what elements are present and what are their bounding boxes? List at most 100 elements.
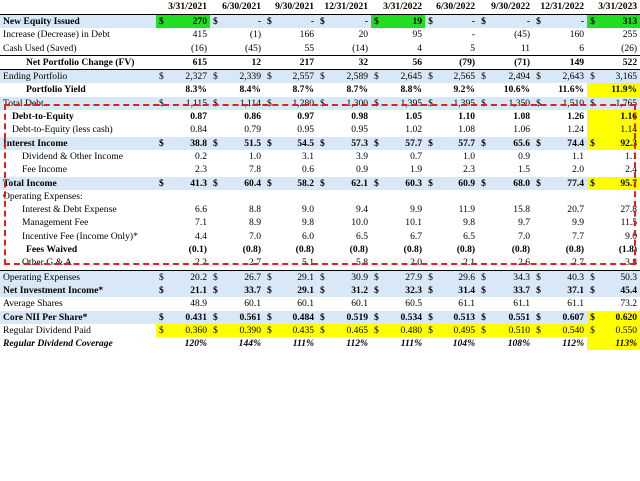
- dollar-sign: $: [533, 323, 543, 338]
- value-cell: 0.435: [273, 323, 318, 338]
- column-header: 12/31/2021: [317, 0, 372, 15]
- value-cell: 61.1: [567, 298, 585, 310]
- value-cell: 1,510: [542, 96, 588, 111]
- dollar-sign: [210, 110, 219, 123]
- dollar-sign: [587, 230, 596, 243]
- value-cell: 0.86: [244, 111, 262, 123]
- dollar-sign: [317, 150, 326, 163]
- dollar-sign: $: [587, 136, 597, 150]
- dollar-sign: $: [210, 310, 220, 324]
- row-label: Net Portfolio Change (FV): [0, 54, 156, 70]
- dollar-sign: [371, 243, 380, 256]
- dollar-sign: [425, 190, 434, 203]
- value-cell: 9.9: [410, 204, 423, 216]
- value-cell: 2.2: [195, 257, 208, 269]
- dollar-sign: $: [156, 14, 165, 29]
- value-cell: 40.3: [542, 269, 588, 284]
- dollar-sign: [478, 163, 487, 176]
- column-header: 3/31/2022: [371, 0, 426, 15]
- dollar-sign: $: [317, 283, 327, 298]
- dollar-sign: [533, 150, 542, 163]
- dollar-sign: [156, 190, 165, 203]
- table-row: Average Shares 48.9 60.1 60.1 60.1 60.5 61.1 61…: [0, 297, 640, 310]
- value-cell: 255: [622, 29, 638, 41]
- value-cell: (16): [191, 42, 208, 54]
- dollar-sign: [317, 216, 326, 229]
- dollar-sign: [156, 256, 165, 270]
- value-cell: 1.06: [513, 124, 531, 136]
- dollar-sign: $: [478, 283, 488, 298]
- dollar-sign: $: [264, 310, 274, 324]
- dollar-sign: [587, 256, 596, 270]
- dollar-sign: [425, 230, 434, 243]
- value-cell: 11.9%: [596, 83, 640, 97]
- dollar-sign: $: [264, 269, 274, 284]
- dollar-sign: [371, 190, 380, 203]
- value-cell: 60.3: [380, 176, 426, 190]
- value-cell: 1.5: [518, 164, 531, 176]
- table-row: Operating Expenses:: [0, 190, 640, 203]
- value-cell: (0.8): [511, 244, 531, 256]
- dollar-sign: [156, 163, 165, 176]
- table-row: Net Portfolio Change (FV) 615 12 217 32 56 (79…: [0, 54, 640, 70]
- row-label: Dividend & Other Income: [22, 150, 123, 162]
- dollar-sign: $: [156, 96, 165, 111]
- value-cell: 0.95: [351, 124, 369, 136]
- value-cell: -: [487, 14, 534, 29]
- value-cell: 144%: [238, 338, 262, 350]
- dollar-sign: $: [587, 96, 597, 111]
- value-cell: [542, 190, 587, 203]
- value-cell: 95.7: [596, 176, 640, 190]
- dollar-sign: [210, 337, 219, 350]
- value-cell: 57.3: [326, 136, 372, 150]
- dollar-sign: $: [264, 283, 274, 298]
- dollar-sign: $: [425, 69, 435, 84]
- table-row: Core NII Per Share* $0.431 $0.561 $0.484 $0.…: [0, 310, 640, 324]
- value-cell: 9.0: [625, 230, 638, 242]
- value-cell: 1.24: [567, 124, 585, 136]
- value-cell: 51.5: [219, 136, 265, 150]
- value-cell: 160: [569, 29, 585, 41]
- row-label: Increase (Decrease) in Debt: [3, 29, 110, 41]
- row-label: Operating Expenses: [0, 269, 156, 284]
- row-label: Cash Used (Saved): [3, 42, 77, 54]
- value-cell: 313: [596, 14, 640, 29]
- value-cell: (71): [487, 54, 534, 70]
- dollar-sign: [156, 54, 165, 70]
- value-cell: 1.05: [405, 111, 423, 123]
- value-cell: (0.8): [349, 244, 369, 256]
- value-cell: 6.6: [195, 204, 208, 216]
- row-label: Ending Portfolio: [0, 69, 156, 84]
- value-cell: 1,300: [326, 96, 372, 111]
- table-row: Other G & A 2.2 2.7 5.1 5.8 2.0 2.1 2.6 2.7 3.8: [0, 256, 640, 270]
- value-cell: [219, 190, 264, 203]
- dollar-sign: $: [371, 176, 381, 190]
- value-cell: 11: [520, 42, 531, 54]
- dollar-sign: [587, 297, 596, 310]
- dollar-sign: [264, 123, 273, 136]
- value-cell: 2,557: [273, 69, 318, 84]
- dollar-sign: $: [317, 14, 327, 29]
- value-cell: 0.97: [297, 111, 315, 123]
- value-cell: 10.0: [351, 217, 369, 229]
- value-cell: 6.5: [463, 230, 476, 242]
- value-cell: 31.2: [326, 283, 372, 298]
- value-cell: 0.2: [195, 150, 208, 162]
- value-cell: 0.510: [487, 323, 534, 338]
- value-cell: 2,565: [434, 69, 479, 84]
- value-cell: -: [542, 14, 588, 29]
- value-cell: 1.0: [249, 150, 262, 162]
- dollar-sign: $: [587, 69, 597, 84]
- dollar-sign: [317, 256, 326, 270]
- row-label: Management Fee: [22, 217, 89, 229]
- dollar-sign: [478, 243, 487, 256]
- value-cell: 1,395: [380, 96, 426, 111]
- value-cell: 56: [380, 54, 426, 70]
- value-cell: 0.431: [165, 310, 211, 324]
- dollar-sign: [210, 163, 219, 176]
- value-cell: 60.5: [405, 298, 423, 310]
- dollar-sign: [425, 110, 434, 123]
- dollar-sign: [156, 42, 165, 56]
- dollar-sign: [264, 110, 273, 123]
- value-cell: 74.4: [542, 136, 588, 150]
